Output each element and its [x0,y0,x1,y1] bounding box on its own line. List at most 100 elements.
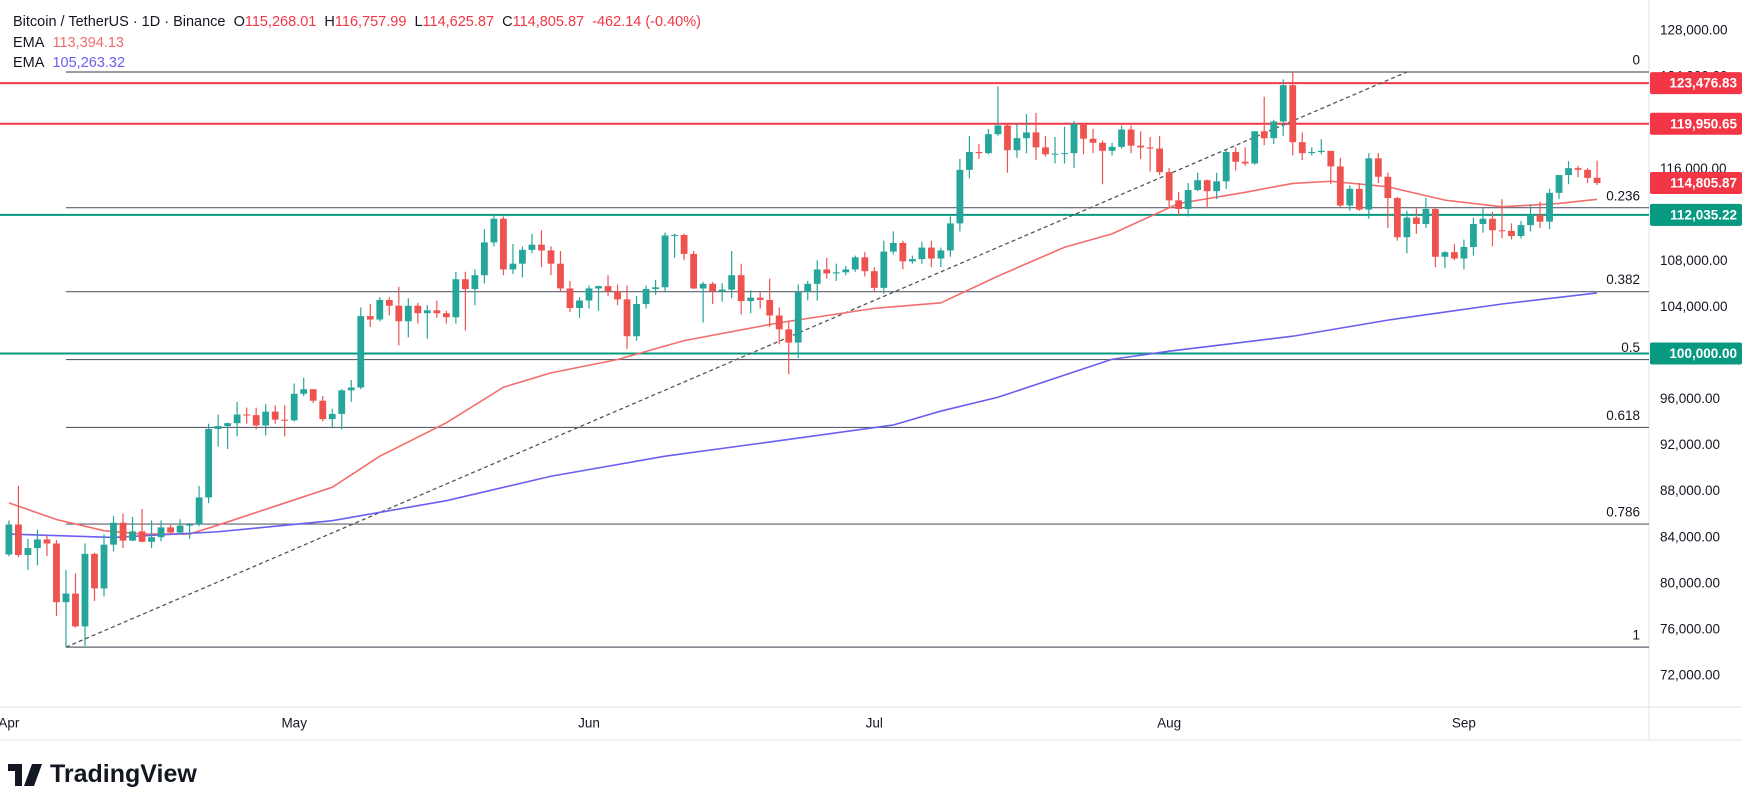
x-tick-label: Apr [0,716,20,731]
x-tick-label: Jul [866,716,883,731]
candle-body [1308,151,1316,154]
candle-body [614,291,621,300]
candle-body [823,269,831,274]
candle-body [1213,181,1221,192]
candle-body [1517,225,1525,237]
price-line-label [1650,203,1742,226]
ohlc-value: 115,268.01 [244,14,317,30]
fib-label: 0.382 [1606,272,1640,287]
candle-body [595,286,602,289]
candle-body [690,253,698,289]
candle-body [661,235,669,288]
price-line-label-text: 119,950.65 [1670,116,1737,131]
candle-body [680,234,688,254]
candle-body [804,283,812,292]
ema-row: EMA 113,394.13 [13,33,701,54]
candle-body [1099,142,1106,151]
candle-body [1593,177,1601,184]
y-tick-label: 76,000.00 [1660,621,1720,636]
x-tick-label: Aug [1157,716,1181,731]
candle-body [1536,214,1544,222]
change: -462.14 (-0.40%) [592,14,701,30]
candle-body [1023,132,1030,139]
candle-body [195,497,203,525]
candle-body [1165,172,1173,201]
candle-body [1118,129,1125,147]
candle-body [62,593,70,603]
candle-body [994,125,1002,135]
candle-body [1498,230,1506,232]
candle-body [775,315,783,330]
x-tick-label: Sep [1452,716,1476,731]
candle-body [452,279,460,318]
y-tick-label: 128,000.00 [1660,23,1728,38]
ohlc: O115,268.01 H116,757.99 L114,625.87 C114… [234,14,701,30]
y-tick-label: 104,000.00 [1660,299,1728,314]
candle-body [937,250,945,259]
candle-body [357,316,365,388]
candle-body [24,548,32,556]
candle-body [110,522,117,545]
price-line-label-text: 123,476.83 [1669,76,1737,91]
candle-body [1260,131,1268,139]
candle-body [1470,223,1477,247]
candle-body [918,247,926,260]
candle-body [129,531,136,541]
candle-body [1061,153,1068,155]
candle-body [1584,169,1591,178]
candle-body [1327,150,1335,167]
price-axis: 72,000.00 76,000.00 80,000.00 84,000.00 88,0… [1650,23,1742,682]
candle-body [604,286,612,292]
brand: TradingView [8,760,197,789]
candle-body [1432,208,1439,257]
price-line-label [1650,72,1742,95]
candle-body [671,234,678,236]
candle-body [490,218,498,243]
candle-body [1051,153,1059,155]
candle-body [91,553,98,589]
price-line-label-text: 100,000.00 [1669,346,1737,361]
y-tick-label: 84,000.00 [1660,529,1720,544]
fib-label: 0.236 [1606,188,1640,203]
candle-body [252,415,260,426]
ema-value: 105,263.32 [52,55,126,71]
candle-body [262,411,270,426]
legend: Bitcoin / TetherUS · 1D · Binance O115,2… [13,12,701,74]
candle-body [908,259,916,262]
candle-body [1203,180,1211,192]
last-price-label-text: 114,805.87 [1670,176,1737,191]
candle-body [72,593,79,627]
candle-body [985,134,992,154]
candle-body [1222,151,1230,182]
candle-body [1393,198,1401,238]
candle-body [471,275,479,290]
candle-body [1555,175,1563,193]
candle-body [395,305,403,322]
candle-body [328,413,336,420]
candle-body [461,279,469,290]
symbol-row: Bitcoin / TetherUS · 1D · Binance O115,2… [13,12,701,33]
candle-body [652,287,659,290]
candle-body [167,527,174,533]
candle-body [338,390,346,414]
candle-body [1346,188,1354,206]
candle-body [766,299,774,316]
candle-body [880,251,888,288]
candle-body [956,169,964,224]
candle-body [15,524,22,556]
candle-body [889,242,897,252]
candle-body [34,539,41,549]
candle-body [1070,123,1078,154]
candle-body [1451,252,1458,259]
y-tick-label: 72,000.00 [1660,667,1720,682]
candle-body [842,269,850,273]
candle-body [1441,252,1449,257]
candle-body [1270,121,1278,139]
fib-label: 0 [1632,53,1640,68]
candle-body [547,250,555,264]
candle-body [576,300,583,309]
plot: 0 0.236 0.382 0.5 0.618 0.786 1 [0,53,1649,648]
y-tick-label: 80,000.00 [1660,575,1720,590]
ema-line [8,292,1598,539]
